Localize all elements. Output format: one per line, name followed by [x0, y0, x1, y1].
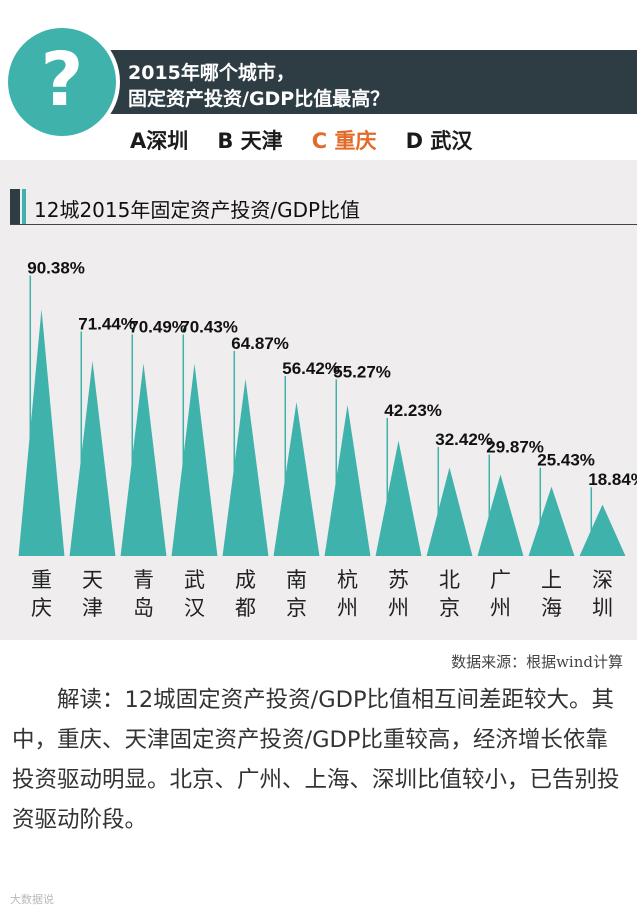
category-label-深圳: 深圳 [592, 568, 613, 620]
option-d: D 武汉 [405, 129, 473, 153]
chart-title-rule [10, 224, 637, 225]
value-label-杭州: 55.27% [333, 362, 391, 381]
bar-成都 [222, 378, 269, 556]
data-source: 数据来源：根据wind计算 [451, 653, 623, 671]
bar-上海 [528, 486, 575, 556]
value-label-南京: 56.42% [282, 359, 340, 378]
bar-杭州 [324, 405, 371, 556]
value-label-苏州: 42.23% [384, 401, 442, 420]
answer-options: A深圳 B 天津 C 重庆 D 武汉 [130, 125, 496, 157]
category-label-成都: 成都 [235, 568, 256, 620]
category-label-武汉: 武汉 [184, 568, 205, 620]
bar-武汉 [171, 363, 218, 556]
bar-深圳 [579, 504, 626, 556]
bar-天津 [69, 360, 116, 556]
chart-title: 12城2015年固定资产投资/GDP比值 [34, 198, 361, 222]
question-mark-icon: ? [8, 28, 116, 136]
option-a: A深圳 [130, 129, 189, 153]
bar-苏州 [375, 440, 422, 556]
bar-南京 [273, 401, 320, 556]
category-label-杭州: 杭州 [337, 568, 358, 620]
value-label-青岛: 70.49% [129, 317, 187, 336]
question-line-2: 固定资产投资/GDP比值最高？ [128, 88, 390, 110]
value-label-天津: 71.44% [78, 315, 136, 334]
chart-title-accent-2 [22, 189, 26, 225]
value-label-武汉: 70.43% [180, 318, 238, 337]
category-label-重庆: 重庆 [31, 568, 52, 620]
category-label-北京: 北京 [439, 568, 460, 620]
bar-青岛 [120, 363, 167, 556]
bar-广州 [477, 474, 524, 556]
analysis-text: 解读：12城固定资产投资/GDP比值相互间差距较大。其中，重庆、天津固定资产投资… [12, 687, 620, 833]
watermark: 大数据说 [10, 893, 54, 906]
option-b: B 天津 [217, 129, 283, 153]
category-label-广州: 广州 [490, 568, 511, 620]
category-label-青岛: 青岛 [133, 568, 154, 620]
category-label-苏州: 苏州 [388, 568, 409, 620]
bar-北京 [426, 467, 473, 556]
value-label-广州: 29.87% [486, 438, 544, 457]
value-label-成都: 64.87% [231, 334, 289, 353]
value-label-上海: 25.43% [537, 451, 595, 470]
question-line-1: 2015年哪个城市， [128, 62, 295, 84]
category-label-上海: 上海 [541, 568, 562, 620]
chart-title-accent [10, 189, 20, 225]
value-label-北京: 32.42% [435, 430, 493, 449]
bar-chart: 90.38% 重庆 71.44% 天津 70.49% 青岛 70.43% 武汉 64.87% 成都… [18, 258, 637, 620]
question-banner [90, 50, 637, 114]
category-label-南京: 南京 [286, 568, 307, 620]
bar-重庆 [18, 309, 65, 556]
category-label-天津: 天津 [82, 568, 103, 620]
option-c: C 重庆 [311, 129, 377, 153]
chart-area [0, 160, 637, 640]
value-label-深圳: 18.84% [588, 470, 637, 489]
value-label-重庆: 90.38% [27, 258, 85, 277]
